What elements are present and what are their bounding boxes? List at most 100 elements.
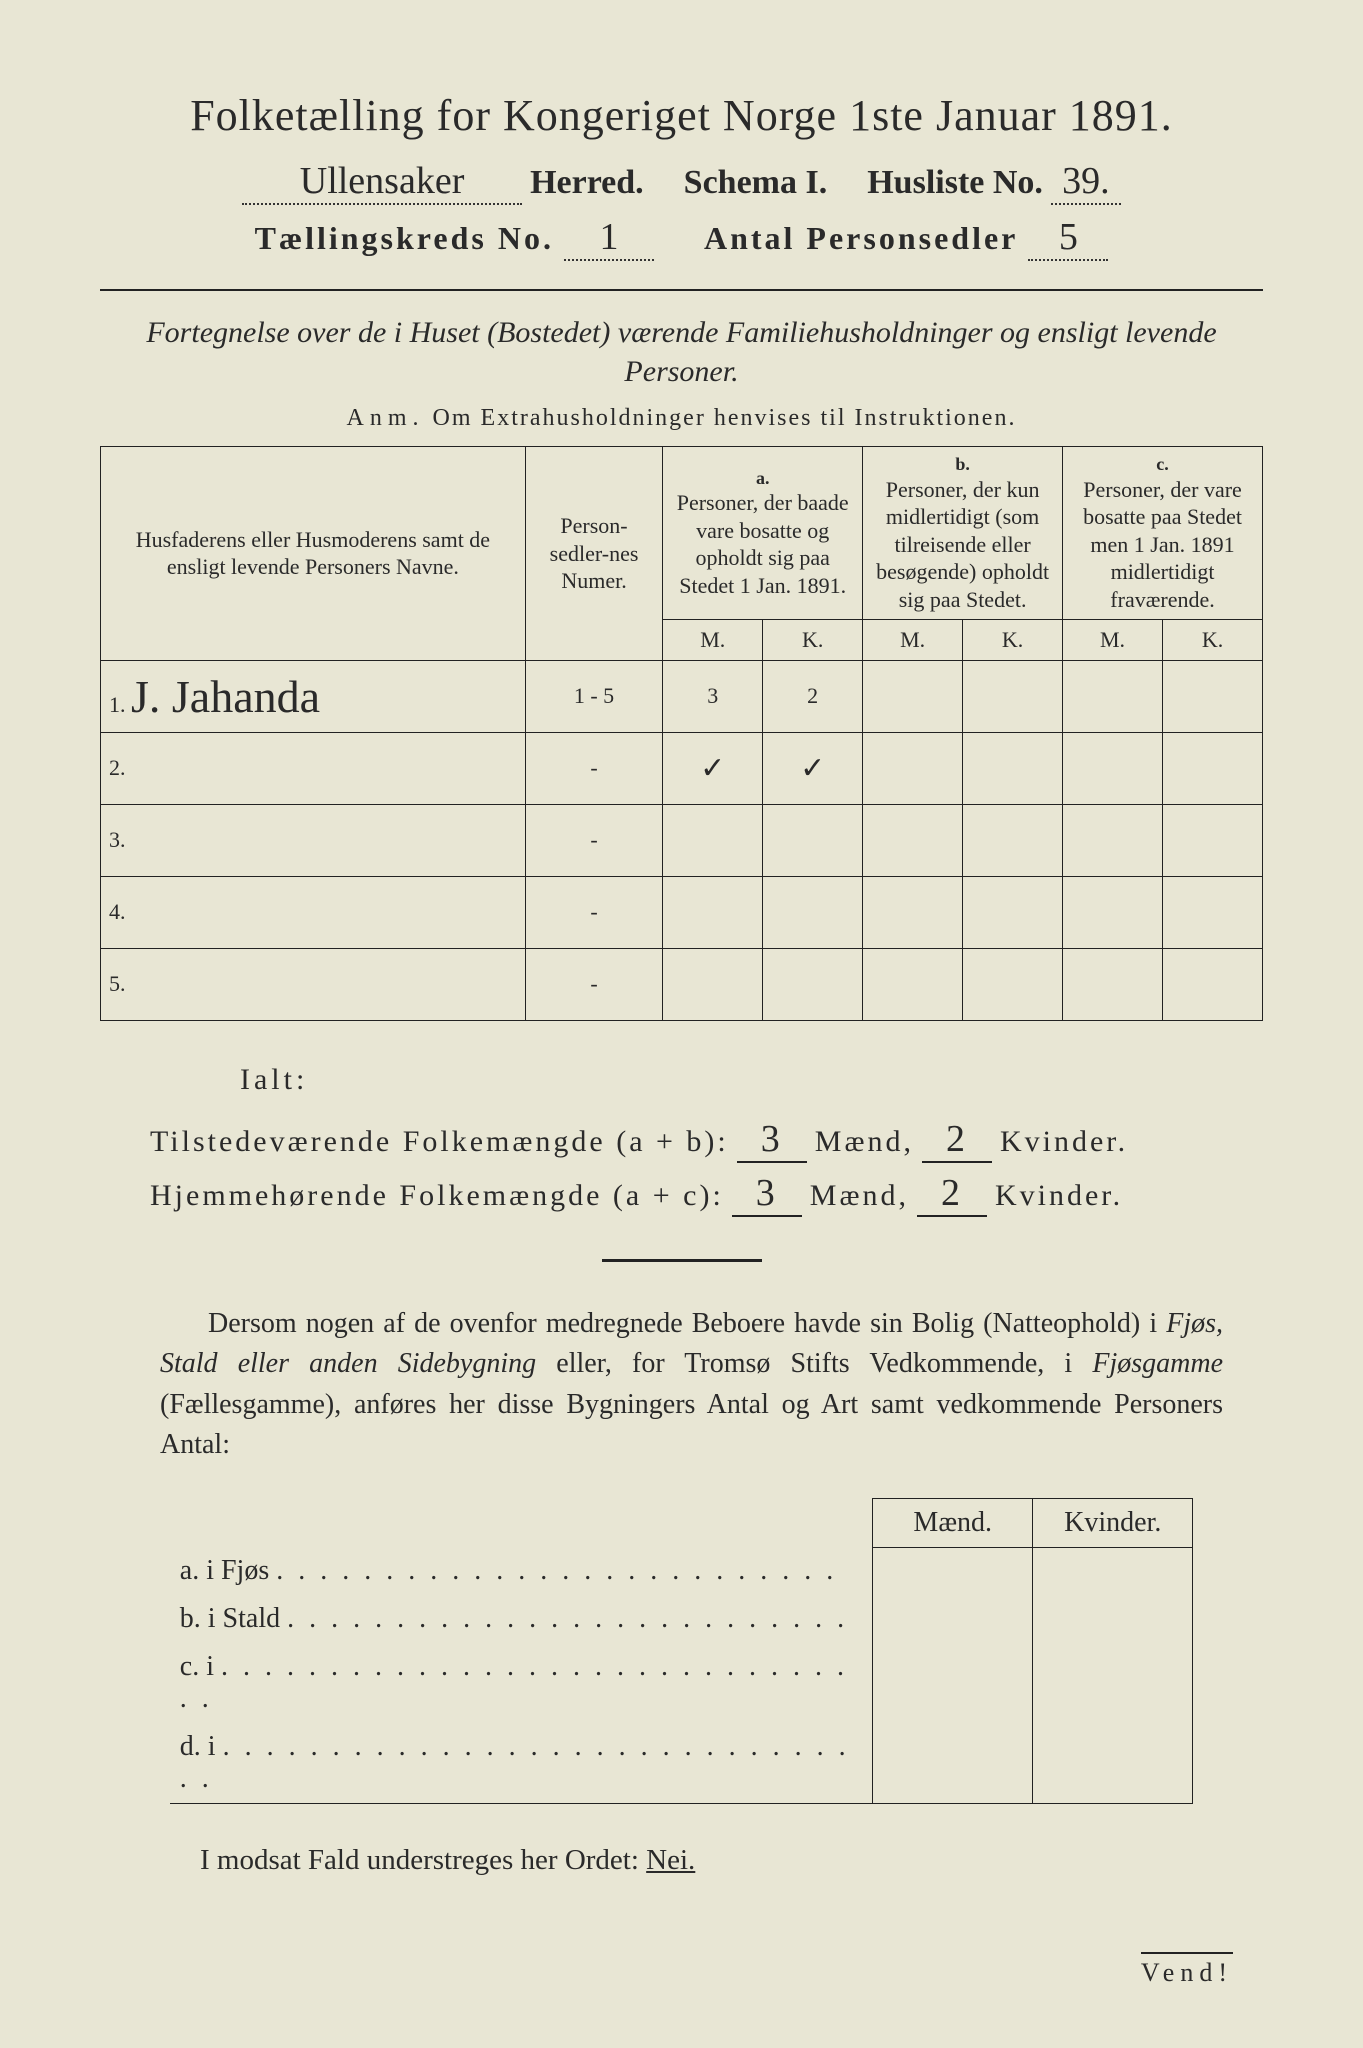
cell-num: - (525, 804, 662, 876)
cell-bm (863, 876, 963, 948)
bottom-label: b. i Stald . . . . . . . . . . . . . . .… (170, 1595, 873, 1643)
herred-handwritten: Ullensaker (242, 159, 522, 205)
cell-ck (1163, 732, 1263, 804)
bottom-m (873, 1547, 1033, 1595)
bottom-table: Mænd. Kvinder. a. i Fjøs . . . . . . . .… (170, 1498, 1193, 1805)
nei-word: Nei. (646, 1844, 695, 1876)
summary1-label: Tilstedeværende Folkemængde (a + b): (150, 1125, 729, 1159)
th-b-group: b. Personer, der kun midlertidigt (som t… (863, 447, 1063, 620)
para-p3: (Fællesgamme), anføres her disse Bygning… (160, 1389, 1223, 1461)
row-n: 1. J. Jahanda (101, 660, 526, 732)
cell-ak: ✓ (763, 732, 863, 804)
cell-bm (863, 804, 963, 876)
header-line-2: Tællingskreds No. 1 Antal Personsedler 5 (100, 215, 1263, 261)
summary1-m: 3 (761, 1117, 783, 1161)
th-b-label: b. (871, 453, 1054, 476)
dots: . . . . . . . . . . . . . . . . . . . . … (180, 1731, 850, 1794)
bottom-label: c. i . . . . . . . . . . . . . . . . . .… (170, 1643, 873, 1723)
th-c-text: Personer, der vare bosatte paa Stedet me… (1071, 476, 1254, 614)
th-c-k: K. (1163, 620, 1263, 661)
summary2-m: 3 (756, 1171, 778, 1215)
nei-text: I modsat Fald understreges her Ordet: (200, 1844, 646, 1876)
bottom-label: d. i . . . . . . . . . . . . . . . . . .… (170, 1723, 873, 1804)
cell-am: ✓ (663, 732, 763, 804)
th-c-group: c. Personer, der vare bosatte paa Stedet… (1063, 447, 1263, 620)
cell-ak (763, 948, 863, 1020)
paragraph: Dersom nogen af de ovenfor medregnede Be… (160, 1304, 1223, 1466)
row-n: 5. (101, 948, 526, 1020)
th-a-m: M. (663, 620, 763, 661)
cell-bk (963, 660, 1063, 732)
row-name: J. Jahanda (131, 670, 320, 723)
bottom-k (1033, 1643, 1193, 1723)
bottom-label-text: a. i Fjøs (180, 1555, 269, 1586)
divider-1 (100, 289, 1263, 291)
bottom-k (1033, 1595, 1193, 1643)
bottom-k (1033, 1547, 1193, 1595)
cell-cm (1063, 732, 1163, 804)
bottom-row: d. i . . . . . . . . . . . . . . . . . .… (170, 1723, 1193, 1804)
cell-bk (963, 804, 1063, 876)
vend-label: Vend! (1141, 1952, 1233, 1988)
row-n: 4. (101, 876, 526, 948)
herred-label: Herred. (530, 164, 644, 202)
row-n: 3. (101, 804, 526, 876)
cell-bm (863, 660, 963, 732)
dots: . . . . . . . . . . . . . . . . . . . . … (276, 1555, 837, 1586)
th-a-label: a. (671, 467, 854, 490)
th-b-m: M. (863, 620, 963, 661)
th-names: Husfaderens eller Husmoderens samt de en… (101, 447, 526, 661)
cell-num: 1 - 5 (525, 660, 662, 732)
census-form-page: Folketælling for Kongeriget Norge 1ste J… (0, 0, 1363, 2048)
th-a-k: K. (763, 620, 863, 661)
th-b-text: Personer, der kun midlertidigt (som tilr… (871, 476, 1054, 614)
summary-line-1: Tilstedeværende Folkemængde (a + b): 3 M… (150, 1117, 1263, 1163)
bottom-label-text: c. i (180, 1651, 214, 1682)
summary1-k: 2 (946, 1117, 968, 1161)
cell-cm (1063, 804, 1163, 876)
bottom-row: b. i Stald . . . . . . . . . . . . . . .… (170, 1595, 1193, 1643)
cell-cm (1063, 660, 1163, 732)
maend-label: Mænd, (810, 1179, 909, 1213)
subtitle: Fortegnelse over de i Huset (Bostedet) v… (100, 313, 1263, 391)
anm-text: Om Extrahusholdninger henvises til Instr… (433, 405, 1017, 431)
kreds-label: Tællingskreds No. (255, 220, 554, 257)
table-body: 1. J. Jahanda 1 - 5 3 2 2. - ✓ ✓ 3. (101, 660, 1263, 1020)
cell-num: - (525, 876, 662, 948)
para-p2: eller, for Tromsø Stifts Vedkommende, i (536, 1348, 1092, 1379)
row-num-text: 1. (109, 692, 126, 717)
header-line-1: Ullensaker Herred. Schema I. Husliste No… (100, 159, 1263, 205)
summary-line-2: Hjemmehørende Folkemængde (a + c): 3 Mæn… (150, 1171, 1263, 1217)
bottom-label: a. i Fjøs . . . . . . . . . . . . . . . … (170, 1547, 873, 1595)
cell-am (663, 804, 763, 876)
main-table: Husfaderens eller Husmoderens samt de en… (100, 446, 1263, 1021)
cell-bm (863, 732, 963, 804)
row-n: 2. (101, 732, 526, 804)
bottom-m (873, 1595, 1033, 1643)
bottom-m (873, 1643, 1033, 1723)
cell-ak (763, 804, 863, 876)
para-it2: Fjøsgamme (1092, 1348, 1223, 1379)
cell-cm (1063, 876, 1163, 948)
summary2-label: Hjemmehørende Folkemængde (a + c): (150, 1179, 724, 1213)
husliste-no: 39. (1051, 159, 1121, 205)
th-c-label: c. (1071, 453, 1254, 476)
kreds-no: 1 (564, 215, 654, 261)
bottom-th-maend: Mænd. (873, 1498, 1033, 1547)
cell-ck (1163, 876, 1263, 948)
th-a-text: Personer, der baade vare bosatte og opho… (671, 489, 854, 599)
table-row: 2. - ✓ ✓ (101, 732, 1263, 804)
dots: . . . . . . . . . . . . . . . . . . . . … (287, 1603, 848, 1634)
cell-am (663, 876, 763, 948)
table-row: 4. - (101, 876, 1263, 948)
anm-line: Anm. Om Extrahusholdninger henvises til … (100, 405, 1263, 432)
th-c-m: M. (1063, 620, 1163, 661)
cell-bm (863, 948, 963, 1020)
para-p1: Dersom nogen af de ovenfor medregnede Be… (208, 1308, 1166, 1339)
cell-bk (963, 876, 1063, 948)
bottom-label-text: d. i (180, 1731, 216, 1762)
table-row: 5. - (101, 948, 1263, 1020)
th-numer: Person-sedler-nes Numer. (525, 447, 662, 661)
th-a-group: a. Personer, der baade vare bosatte og o… (663, 447, 863, 620)
summary2-k: 2 (941, 1171, 963, 1215)
